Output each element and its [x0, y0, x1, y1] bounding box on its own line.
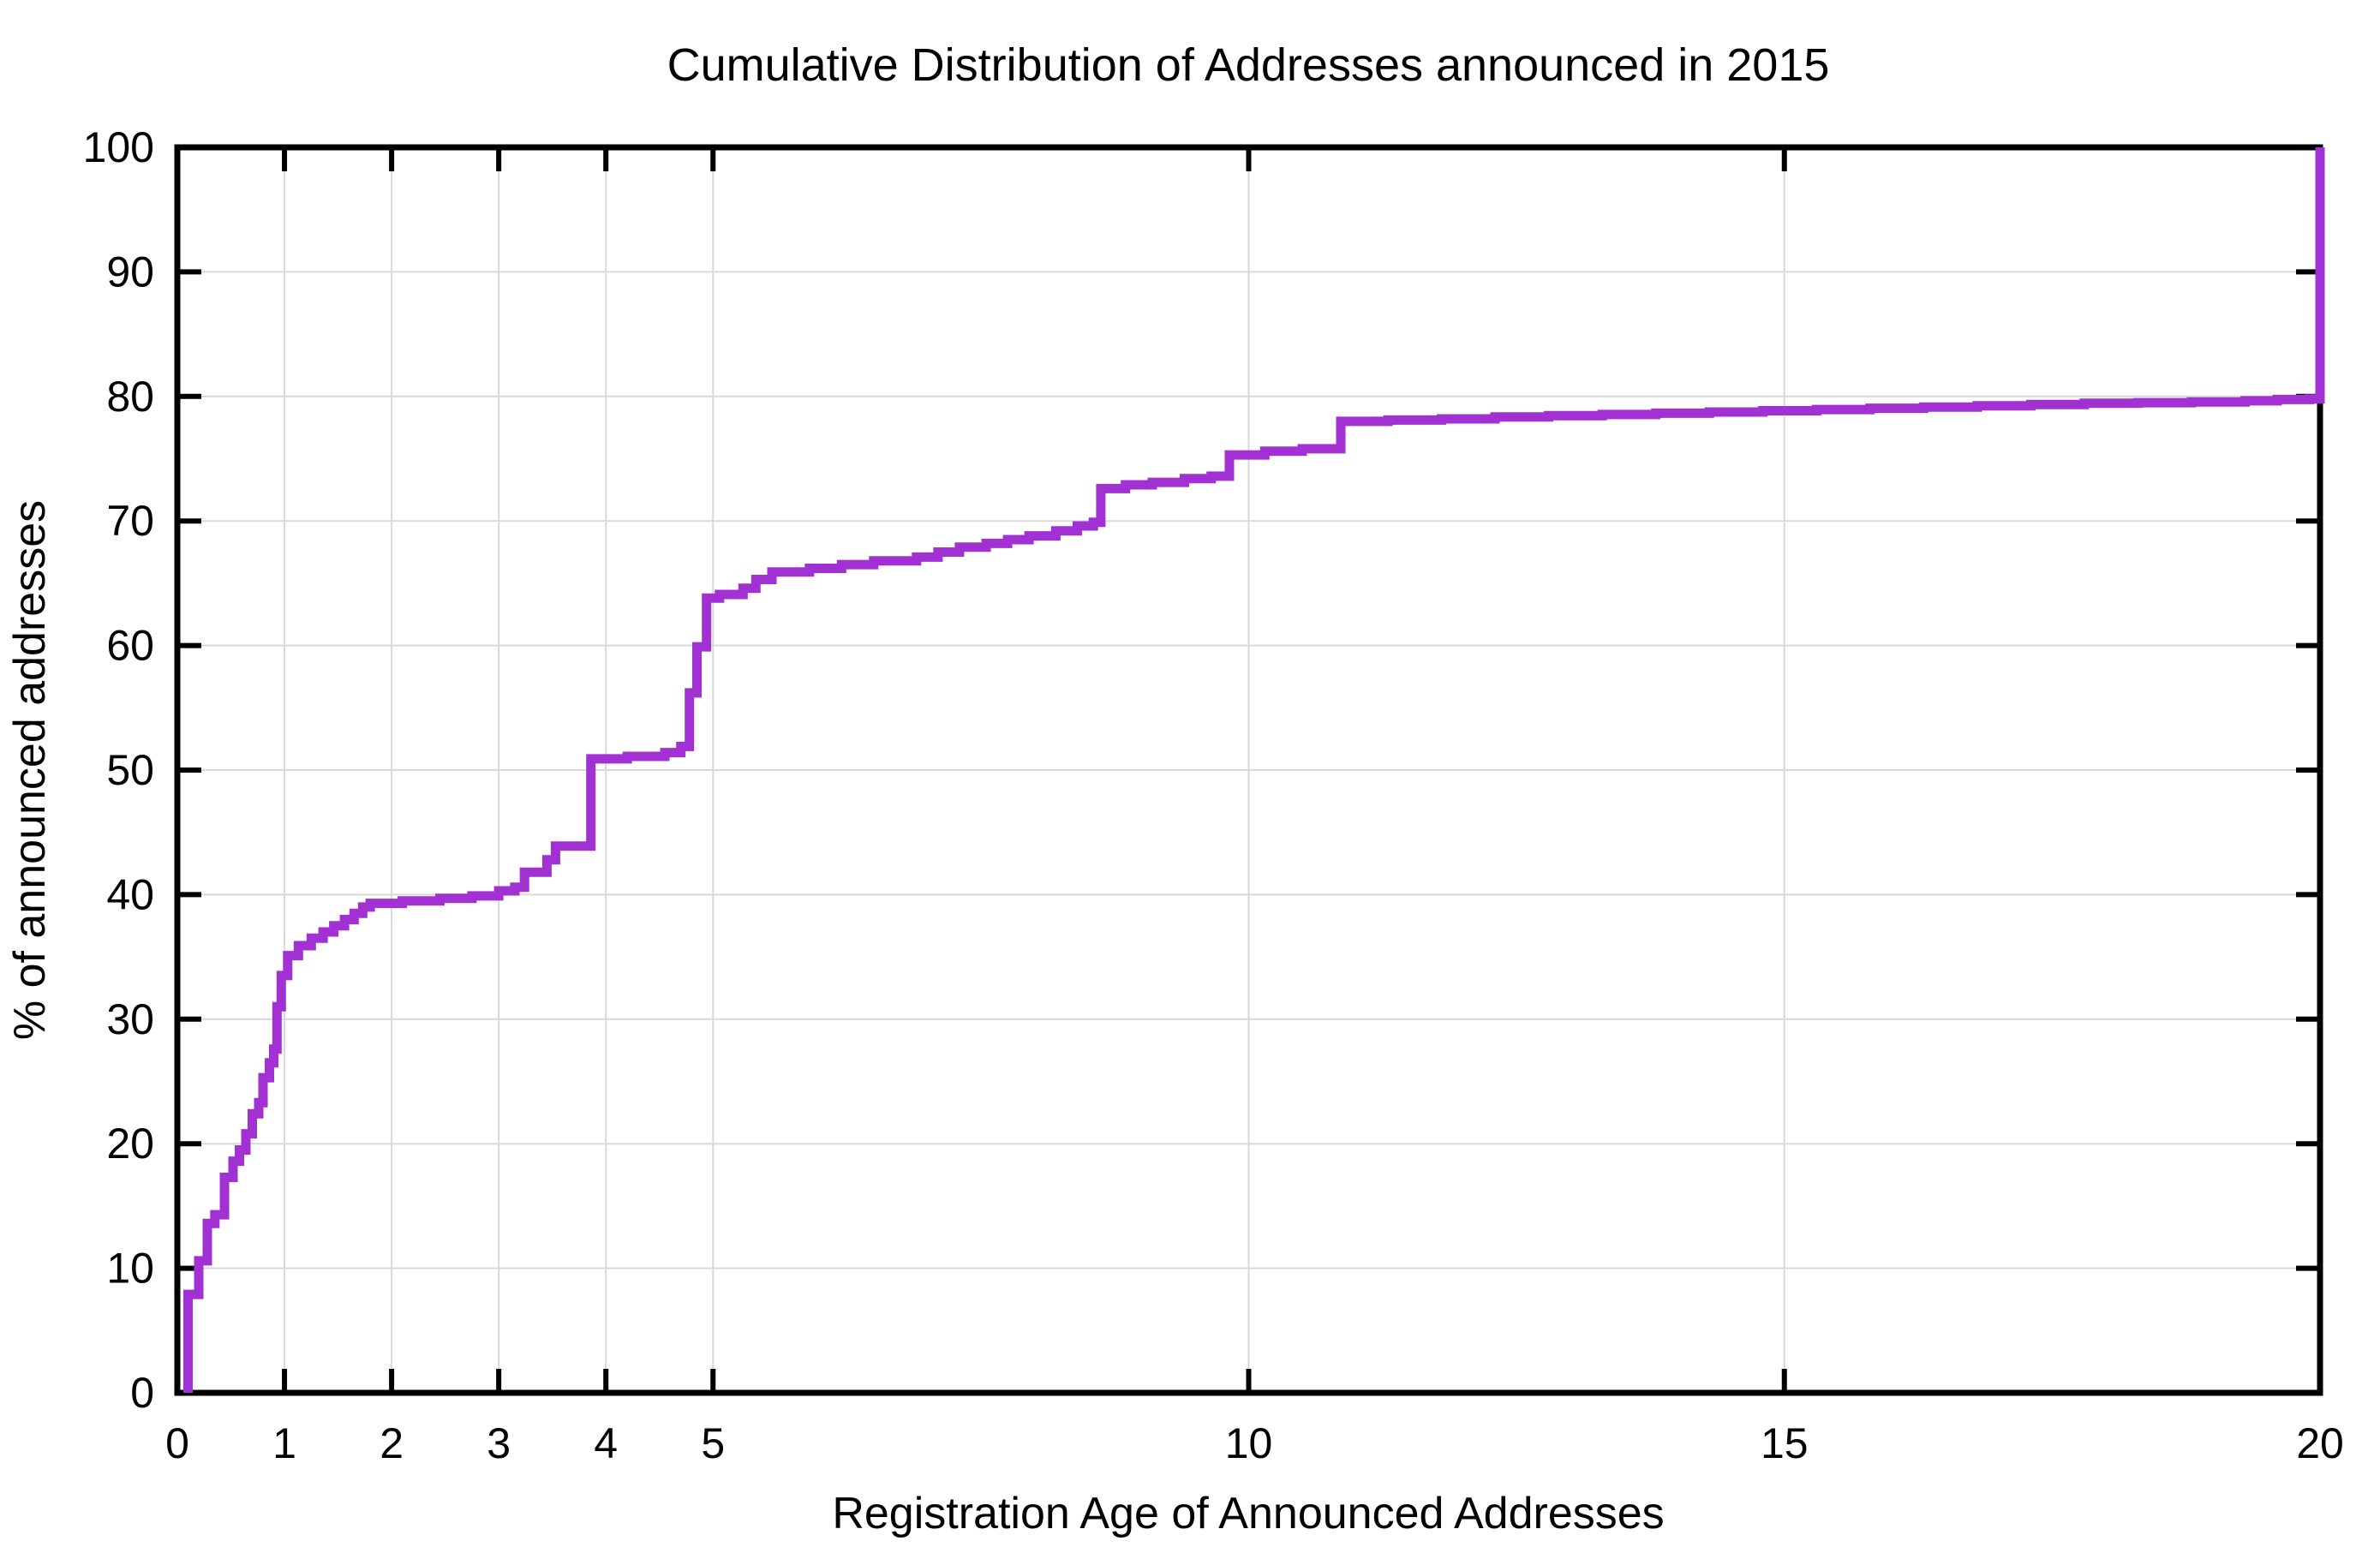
x-tick-label: 1	[272, 1419, 296, 1467]
y-tick-label: 40	[106, 870, 154, 918]
y-tick-label: 20	[106, 1120, 154, 1168]
x-tick-label: 10	[1225, 1419, 1273, 1467]
x-tick-label: 3	[487, 1419, 511, 1467]
y-tick-label: 90	[106, 248, 154, 296]
x-tick-label: 2	[380, 1419, 404, 1467]
x-tick-label: 4	[594, 1419, 618, 1467]
y-tick-label: 30	[106, 995, 154, 1043]
chart-title: Cumulative Distribution of Addresses ann…	[667, 39, 1830, 91]
x-tick-label: 5	[701, 1419, 725, 1467]
y-axis-label: % of announced addresses	[5, 500, 55, 1040]
y-tick-label: 70	[106, 497, 154, 545]
y-tick-label: 50	[106, 746, 154, 794]
x-tick-label: 0	[165, 1419, 189, 1467]
cdf-step-line	[183, 147, 2325, 1393]
x-tick-label: 15	[1761, 1419, 1809, 1467]
y-tick-label: 0	[130, 1369, 154, 1417]
plot-border	[174, 144, 2323, 1396]
y-tick-label: 80	[106, 373, 154, 421]
x-tick-label: 20	[2296, 1419, 2344, 1467]
y-tick-label: 10	[106, 1245, 154, 1293]
y-tick-label: 60	[106, 622, 154, 670]
gridlines	[177, 147, 2320, 1393]
x-axis-label: Registration Age of Announced Addresses	[832, 1489, 1664, 1538]
tick-labels: 0 1 2 3 4 5 10 15 20 0 10 20 30 40 50 60 70 80 90 100	[83, 123, 2344, 1467]
y-tick-label: 100	[83, 123, 154, 171]
